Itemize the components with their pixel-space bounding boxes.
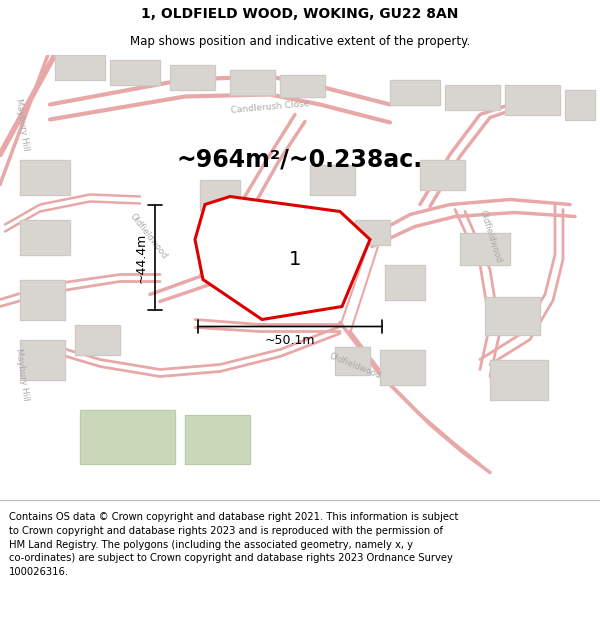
Text: Oldfieldwood: Oldfieldwood (328, 352, 382, 381)
Polygon shape (310, 164, 355, 194)
Polygon shape (80, 409, 175, 464)
Text: ~50.1m: ~50.1m (265, 334, 315, 347)
Polygon shape (420, 159, 465, 189)
Polygon shape (235, 229, 275, 264)
Polygon shape (200, 179, 240, 209)
Polygon shape (485, 296, 540, 334)
Text: 1, OLDFIELD WOOD, WOKING, GU22 8AN: 1, OLDFIELD WOOD, WOKING, GU22 8AN (142, 7, 458, 21)
Polygon shape (355, 219, 390, 244)
Polygon shape (380, 349, 425, 384)
Polygon shape (335, 346, 370, 374)
Polygon shape (110, 59, 160, 84)
Text: Maybury Hill: Maybury Hill (14, 98, 30, 151)
Text: Oldfieldwood: Oldfieldwood (477, 209, 503, 264)
Polygon shape (230, 69, 275, 94)
Polygon shape (20, 279, 65, 319)
Text: 1: 1 (289, 250, 301, 269)
Text: Candlerush Close: Candlerush Close (230, 99, 310, 116)
Polygon shape (75, 324, 120, 354)
Polygon shape (170, 64, 215, 89)
Polygon shape (565, 89, 595, 119)
Polygon shape (20, 339, 65, 379)
Text: Map shows position and indicative extent of the property.: Map shows position and indicative extent… (130, 35, 470, 48)
Polygon shape (195, 196, 370, 319)
Text: Oldfieldwood: Oldfieldwood (127, 212, 169, 261)
Polygon shape (445, 84, 500, 109)
Text: Maybury Hill: Maybury Hill (14, 348, 30, 401)
Text: Contains OS data © Crown copyright and database right 2021. This information is : Contains OS data © Crown copyright and d… (9, 512, 458, 577)
Polygon shape (55, 54, 105, 79)
Text: ~44.4m: ~44.4m (134, 232, 148, 282)
Polygon shape (20, 159, 70, 194)
Polygon shape (505, 84, 560, 114)
Polygon shape (390, 79, 440, 104)
Text: ~964m²/~0.238ac.: ~964m²/~0.238ac. (177, 148, 423, 171)
Polygon shape (490, 359, 548, 399)
Polygon shape (185, 414, 250, 464)
Polygon shape (385, 264, 425, 299)
Polygon shape (20, 219, 70, 254)
Polygon shape (280, 74, 325, 96)
Polygon shape (460, 232, 510, 264)
